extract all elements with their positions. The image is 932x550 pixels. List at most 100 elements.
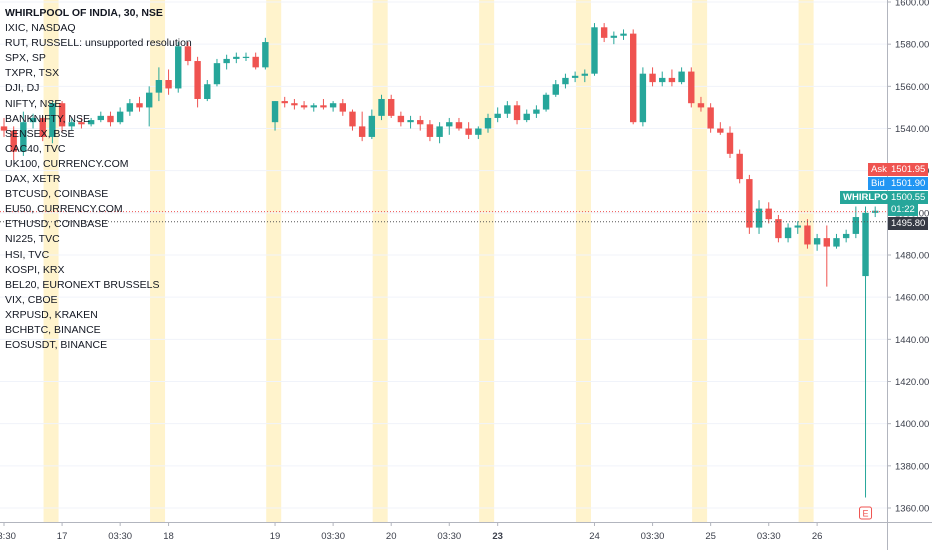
comparison-symbol[interactable]: TXPR, TSX [5, 67, 60, 80]
candle-body [678, 71, 685, 83]
candle [146, 86, 153, 127]
comparison-symbol[interactable]: DAX, XETR [5, 173, 61, 186]
candle-body [436, 126, 443, 137]
candle [571, 71, 579, 83]
comparison-symbol[interactable]: SENSEX, BSE [5, 127, 75, 140]
candle [562, 73, 569, 89]
comparison-symbol[interactable]: EU50, CURRENCY.COM [5, 203, 123, 216]
session-open-band [798, 0, 814, 522]
candle-body [368, 115, 376, 137]
candle-body [475, 128, 482, 135]
comparison-symbol[interactable]: KOSPI, KRX [5, 263, 65, 276]
candle [242, 52, 250, 62]
candle [175, 42, 182, 93]
candle [213, 58, 221, 87]
candle-body [726, 132, 734, 154]
candle-body [339, 103, 346, 112]
candle [784, 223, 792, 243]
candle-body [417, 120, 424, 125]
candle [358, 111, 366, 142]
comparison-symbol[interactable]: SPX, SP [5, 52, 46, 65]
candle [194, 56, 201, 108]
candle [581, 69, 588, 83]
session-open-band [372, 0, 388, 522]
time-tick-label: 03:30 [757, 531, 781, 542]
comparison-symbol[interactable]: BCHBTC, BINANCE [5, 323, 101, 336]
time-tick-label: 20 [386, 531, 397, 542]
bid-price-tag: 1501.90 [888, 177, 929, 190]
candle-body [0, 126, 8, 131]
candle-body [620, 33, 627, 36]
candle [0, 117, 8, 137]
candle-body [116, 111, 124, 123]
comparison-symbol[interactable]: BANKNIFTY, NSE [5, 112, 90, 125]
price-tick-label: 1600.00 [895, 0, 929, 9]
candle-body [242, 56, 250, 59]
price-tick-label: 1420.00 [895, 377, 929, 388]
candle-body [465, 128, 472, 135]
crosshair-price-tag: 1495.80 [888, 217, 929, 230]
candle [668, 69, 676, 87]
candle [591, 23, 598, 76]
main-series-title[interactable]: WHIRLPOOL OF INDIA, 30, NSE [5, 7, 163, 19]
comparison-symbol[interactable]: ETHUSD, COINBASE [5, 218, 109, 231]
candle-body [358, 126, 366, 137]
comparison-symbol[interactable]: IXIC, NASDAQ [5, 22, 76, 35]
candle-body [426, 124, 434, 137]
candle-body [717, 128, 724, 133]
candle-body [755, 208, 763, 228]
candle [165, 69, 172, 95]
time-tick-label: 03:30 [108, 531, 132, 542]
candle-body [765, 208, 772, 220]
time-axis[interactable]: 03:30 17 03:30 18 19 03:30 20 03:30 23 24 03:30 25 0… [0, 522, 932, 542]
time-tick-label: 19 [270, 531, 281, 542]
time-tick-label: 03:30 [321, 531, 345, 542]
candle [436, 122, 443, 144]
candle-body [852, 217, 860, 234]
candle [600, 23, 608, 43]
candle-body [97, 115, 104, 121]
comparison-symbol[interactable]: DJI, DJ [5, 82, 40, 95]
comparison-symbol[interactable]: RUT, RUSSELL: unsupported resolution [5, 37, 192, 50]
candle [300, 101, 308, 110]
comparison-symbol[interactable]: NI225, TVC [5, 233, 60, 246]
candle [339, 98, 346, 116]
price-axis[interactable]: 1360.00 1380.00 1400.00 1420.00 1440.00 1460.… [887, 0, 929, 550]
candle-body [523, 113, 530, 121]
time-tick-label: 17 [57, 531, 68, 542]
candle-body [639, 73, 647, 123]
candle [707, 103, 714, 133]
candle [49, 101, 56, 144]
candle [542, 92, 550, 112]
comparison-symbol[interactable]: HSI, TVC [5, 248, 50, 261]
candle [10, 126, 17, 161]
comparison-symbol[interactable]: BEL20, EURONEXT BRUSSELS [5, 278, 160, 291]
comparison-symbol[interactable]: VIX, CBOE [5, 293, 58, 306]
candle-body [591, 27, 598, 74]
comparison-symbol[interactable]: UK100, CURRENCY.COM [5, 157, 129, 170]
comparison-symbol[interactable]: XRPUSD, KRAKEN [5, 308, 98, 321]
candle-body [136, 103, 143, 108]
candle-body [20, 122, 27, 152]
candle-body [29, 117, 37, 123]
comparison-symbol[interactable]: NIFTY, NSE [5, 97, 62, 110]
price-tick-label: 1360.00 [895, 504, 929, 515]
earnings-event-marker[interactable]: E [859, 506, 873, 520]
candle-body [446, 122, 453, 127]
candle [368, 109, 376, 140]
candle [620, 29, 627, 40]
comparison-symbol[interactable]: CAC40, TVC [5, 142, 66, 155]
candle [136, 96, 143, 112]
candle [233, 52, 240, 64]
candle-body [49, 103, 56, 137]
session-open-band [266, 0, 282, 522]
comparison-symbol[interactable]: EOSUSDT, BINANCE [5, 339, 108, 352]
comparison-symbol[interactable]: BTCUSD, COINBASE [5, 188, 109, 201]
candle [29, 113, 37, 129]
candle [552, 80, 559, 97]
candle-body [175, 46, 182, 89]
price-tick-label: 1540.00 [895, 124, 929, 135]
price-tick-label: 1480.00 [895, 251, 929, 262]
candle-body [300, 105, 308, 108]
